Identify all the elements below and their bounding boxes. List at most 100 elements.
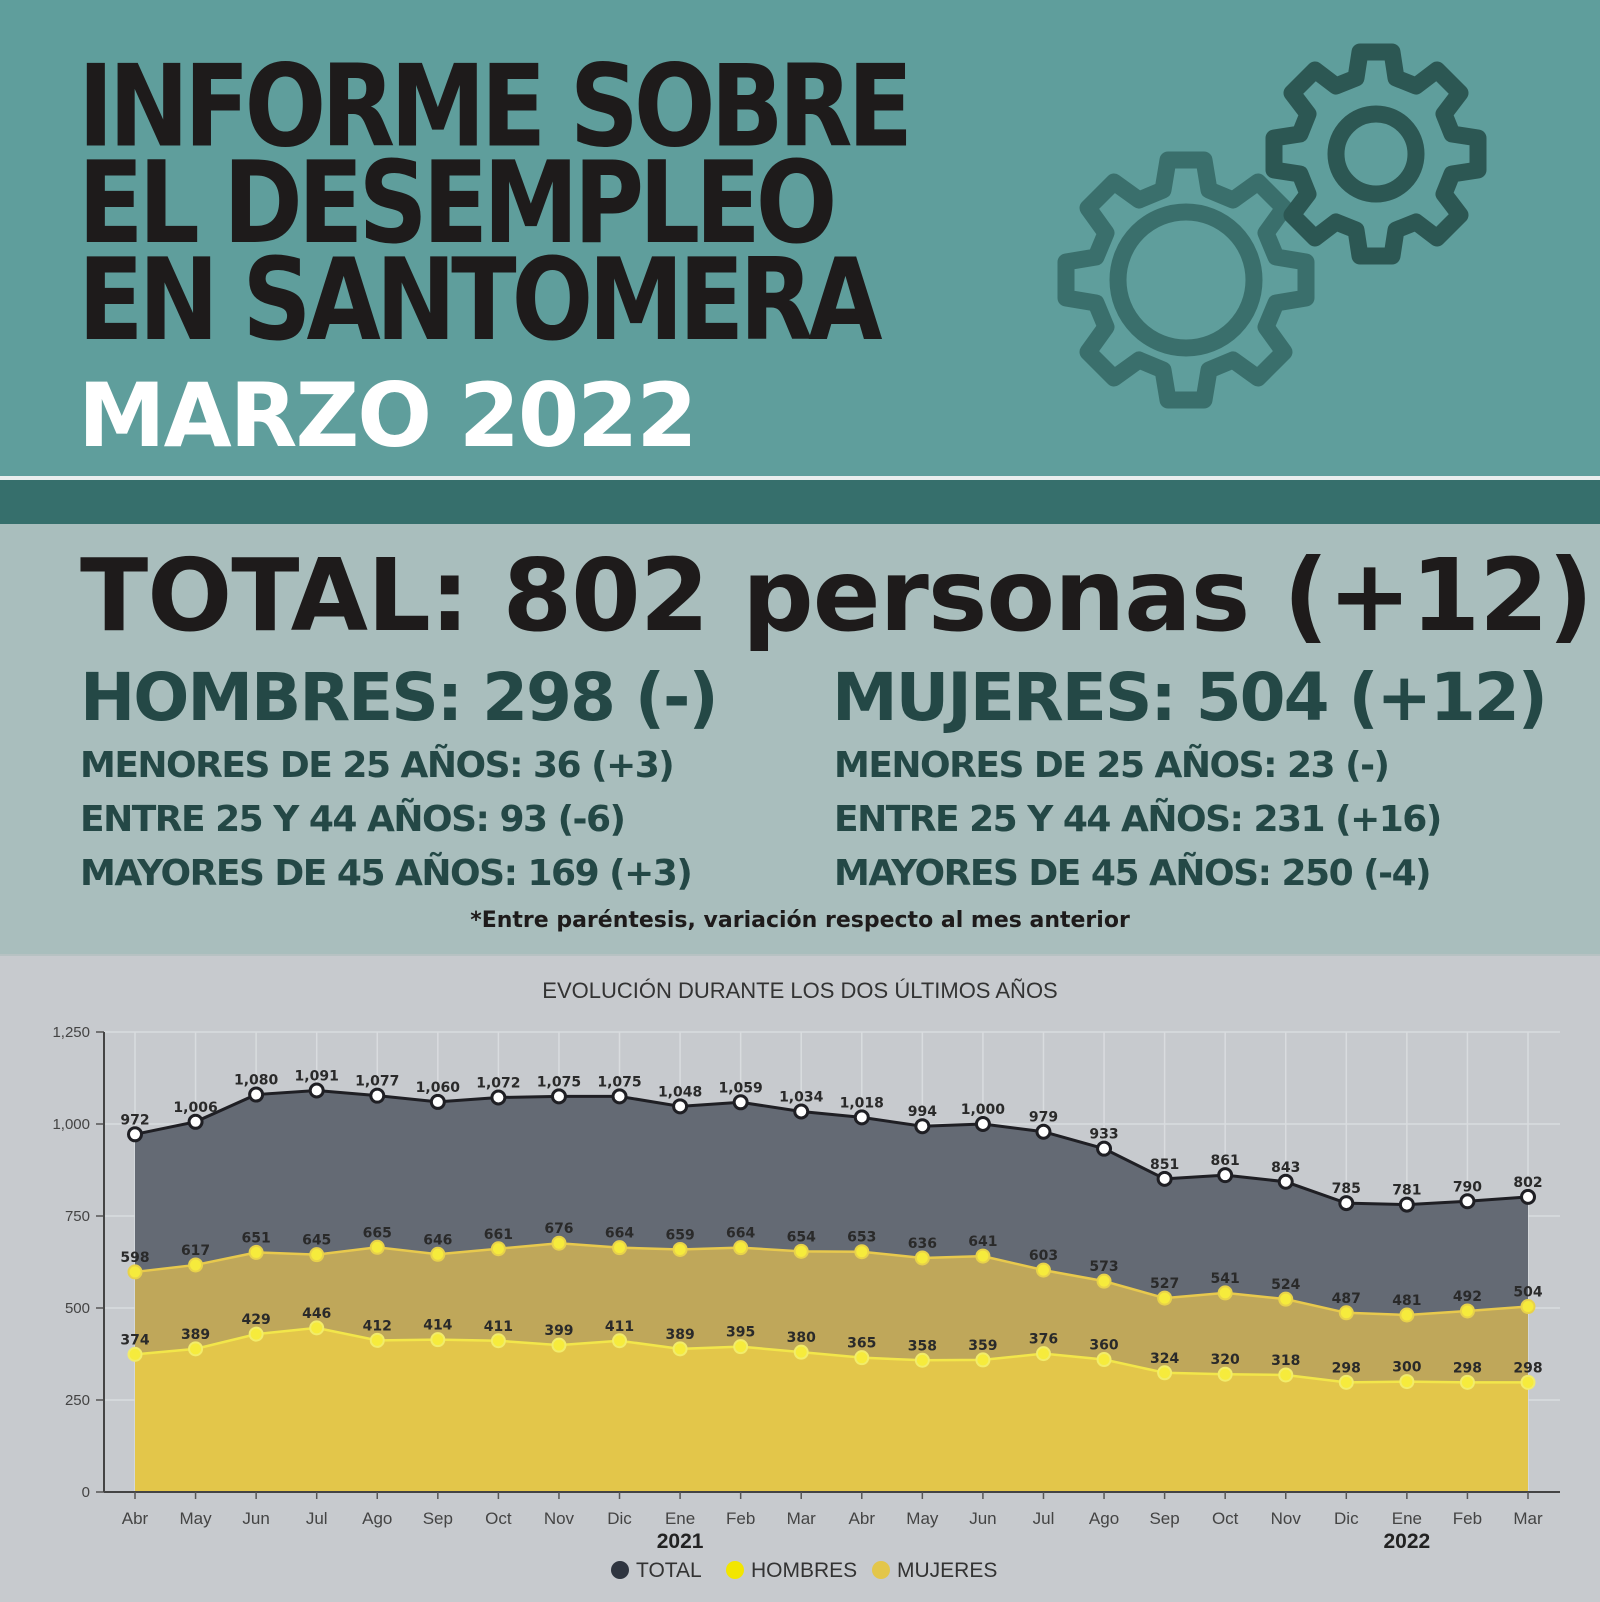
x-tick-label: Dic — [1334, 1509, 1359, 1528]
legend-marker-total — [611, 1561, 629, 1579]
x-tick-label: Jun — [969, 1509, 996, 1528]
point-total — [127, 1126, 143, 1143]
point-mujeres — [1338, 1305, 1354, 1321]
data-label-total: 1,018 — [840, 1095, 884, 1111]
point-hombres — [1338, 1374, 1354, 1390]
point-total — [248, 1086, 265, 1103]
data-label-total: 1,034 — [779, 1089, 824, 1105]
y-tick-label: 1,000 — [52, 1116, 90, 1133]
x-tick-label: Jul — [306, 1509, 328, 1528]
point-total — [490, 1089, 507, 1106]
x-tick-label: Ene — [665, 1509, 695, 1528]
point-hombres — [914, 1352, 930, 1368]
point-total — [1217, 1167, 1234, 1184]
data-label-hombres: 360 — [1089, 1338, 1118, 1354]
x-tick-label: Ago — [362, 1509, 392, 1528]
data-label-hombres: 395 — [726, 1325, 755, 1341]
x-tick-label: Oct — [1212, 1509, 1239, 1528]
point-total — [611, 1088, 628, 1105]
point-hombres — [854, 1350, 870, 1366]
x-tick-label: Sep — [423, 1509, 453, 1528]
data-label-hombres: 411 — [605, 1319, 634, 1335]
data-label-mujeres: 645 — [302, 1233, 331, 1249]
data-label-total: 1,059 — [719, 1080, 763, 1096]
line-hombres — [134, 1326, 1528, 1384]
data-label-hombres: 300 — [1392, 1360, 1421, 1376]
report-subtitle: MARZO 2022 — [78, 364, 698, 467]
line-mujeres — [134, 1241, 1529, 1317]
data-label-total: 979 — [1029, 1110, 1058, 1126]
data-label-total: 1,075 — [537, 1074, 581, 1090]
data-label-hombres: 298 — [1453, 1360, 1482, 1376]
data-label-hombres: 411 — [484, 1319, 513, 1335]
data-label-hombres: 412 — [363, 1318, 392, 1334]
x-tick-label: May — [906, 1509, 939, 1528]
point-total — [974, 1116, 991, 1132]
data-label-total: 1,060 — [416, 1080, 461, 1096]
data-label-total: 790 — [1453, 1179, 1482, 1195]
data-label-total: 781 — [1392, 1183, 1421, 1199]
x-tick-label: Nov — [544, 1509, 575, 1528]
point-hombres — [430, 1332, 446, 1348]
data-label-mujeres: 541 — [1211, 1271, 1240, 1287]
title-line-3: EN SANTOMERA — [78, 233, 883, 366]
data-label-hombres: 359 — [968, 1338, 997, 1354]
point-mujeres — [1157, 1290, 1173, 1306]
data-label-mujeres: 661 — [484, 1227, 513, 1243]
data-label-total: 1,077 — [355, 1074, 399, 1090]
data-label-mujeres: 481 — [1392, 1293, 1421, 1309]
x-tick-label: Oct — [485, 1509, 512, 1528]
data-label-mujeres: 641 — [968, 1234, 997, 1250]
point-mujeres — [369, 1239, 385, 1255]
x-tick-label: Mar — [787, 1509, 817, 1528]
point-mujeres — [309, 1247, 325, 1263]
hombres-row-menores: MENORES DE 25 AÑOS: 36 (+3) — [80, 745, 675, 786]
y-tick-label: 250 — [65, 1392, 90, 1409]
data-label-total: 972 — [120, 1112, 149, 1128]
summary-panel — [0, 524, 1600, 954]
point-mujeres — [127, 1264, 143, 1280]
point-total — [550, 1088, 567, 1105]
point-total — [308, 1082, 325, 1099]
data-label-mujeres: 651 — [242, 1230, 271, 1246]
data-label-total: 1,000 — [961, 1102, 1006, 1118]
point-mujeres — [612, 1240, 628, 1256]
data-label-hombres: 429 — [242, 1312, 271, 1328]
point-hombres — [1096, 1352, 1112, 1368]
point-hombres — [188, 1341, 204, 1357]
year-label: 2022 — [1384, 1530, 1431, 1553]
area-hombres — [135, 1327, 1528, 1492]
data-label-mujeres: 492 — [1453, 1289, 1482, 1305]
data-label-hombres: 298 — [1332, 1360, 1361, 1376]
divider — [0, 476, 1600, 480]
point-hombres — [1459, 1374, 1475, 1390]
point-total — [1277, 1173, 1294, 1190]
point-mujeres — [672, 1241, 688, 1257]
point-mujeres — [854, 1244, 870, 1260]
mujeres-heading: MUJERES: 504 (+12) — [832, 659, 1548, 736]
x-tick-label: Sep — [1149, 1509, 1179, 1528]
data-label-hombres: 324 — [1150, 1351, 1179, 1367]
legend-label-hombres: HOMBRES — [751, 1559, 857, 1582]
point-mujeres — [975, 1248, 991, 1264]
hombres-heading: HOMBRES: 298 (-) — [80, 659, 719, 736]
point-mujeres — [1520, 1299, 1536, 1315]
point-total — [1398, 1196, 1415, 1213]
data-label-mujeres: 504 — [1513, 1285, 1542, 1301]
point-total — [1520, 1188, 1536, 1205]
x-tick-label: Dic — [607, 1509, 632, 1528]
line-total — [134, 1089, 1529, 1207]
data-label-total: 1,048 — [658, 1084, 702, 1100]
point-mujeres — [1278, 1291, 1294, 1307]
point-mujeres — [733, 1240, 749, 1256]
point-total — [429, 1093, 446, 1110]
point-total — [369, 1087, 386, 1104]
data-label-hombres: 380 — [787, 1330, 816, 1346]
mujeres-row-mayores: MAYORES DE 45 AÑOS: 250 (-4) — [834, 853, 1432, 894]
evolution-chart: EVOLUCIÓN DURANTE LOS DOS ÚLTIMOS AÑOS 0 2… — [52, 978, 1560, 1582]
x-tick-label: Ene — [1392, 1509, 1422, 1528]
title-line-1: INFORME SOBRE — [78, 40, 913, 173]
legend-label-total: TOTAL — [636, 1559, 702, 1582]
point-mujeres — [430, 1246, 446, 1262]
x-tick-label: Jun — [242, 1509, 269, 1528]
